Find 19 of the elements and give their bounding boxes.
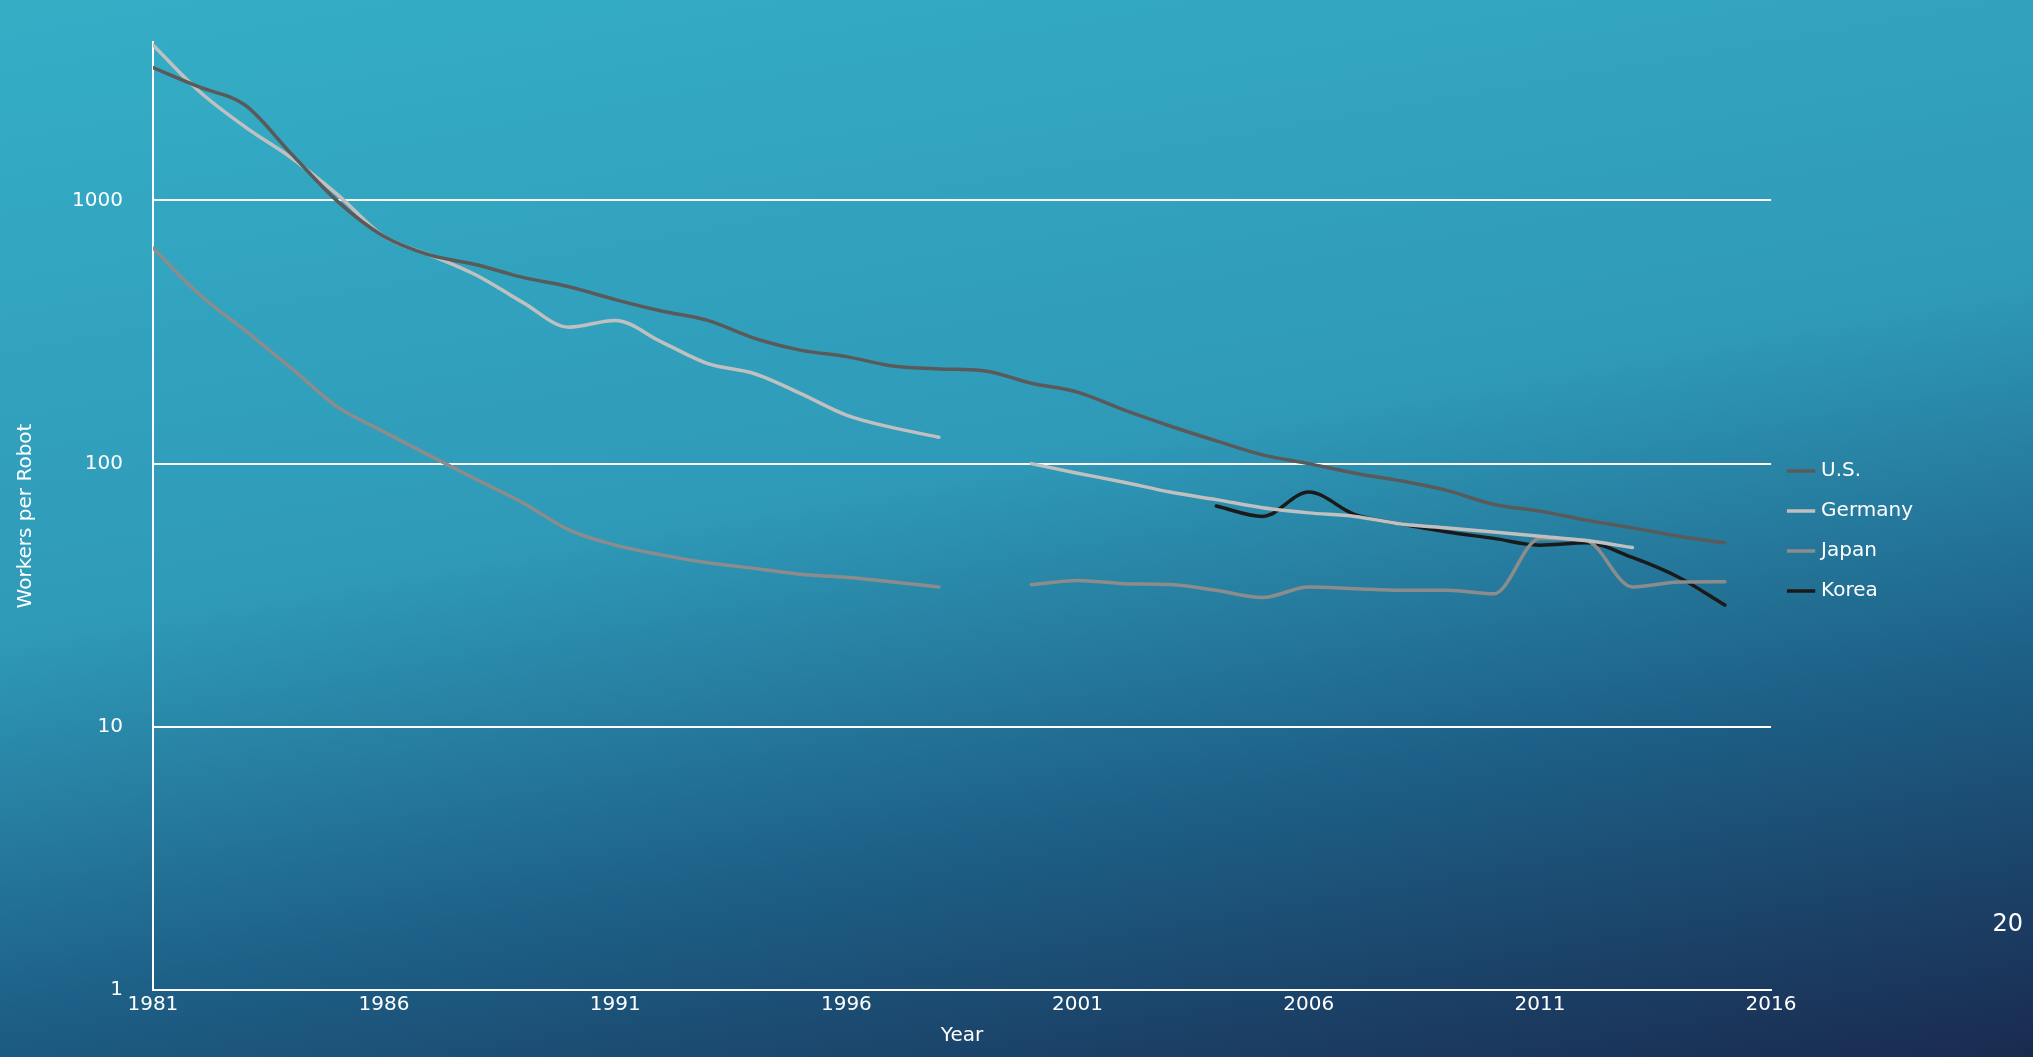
x-axis-title: Year (939, 1022, 984, 1047)
x-tick-label: 1986 (358, 991, 410, 1016)
y-tick-label: 1000 (71, 186, 123, 211)
text: 20 (1992, 909, 2023, 938)
legend-label: Japan (1819, 537, 1877, 562)
x-tick-label: 2016 (1745, 991, 1797, 1016)
legend-label: Germany (1821, 497, 1914, 522)
y-axis-title: Workers per Robot (12, 423, 37, 609)
x-tick-label: 2006 (1283, 991, 1335, 1016)
legend-label: Korea (1821, 577, 1878, 602)
x-tick-label: 1991 (589, 991, 641, 1016)
y-tick-label: 100 (84, 449, 123, 474)
y-tick-label: 1 (110, 976, 123, 1001)
legend-label: U.S. (1821, 457, 1862, 482)
x-tick-label: 1981 (127, 991, 179, 1016)
x-tick-label: 1996 (820, 991, 872, 1016)
y-tick-label: 10 (97, 713, 123, 738)
x-tick-label: 2011 (1514, 991, 1566, 1016)
x-tick-label: 2001 (1052, 991, 1104, 1016)
